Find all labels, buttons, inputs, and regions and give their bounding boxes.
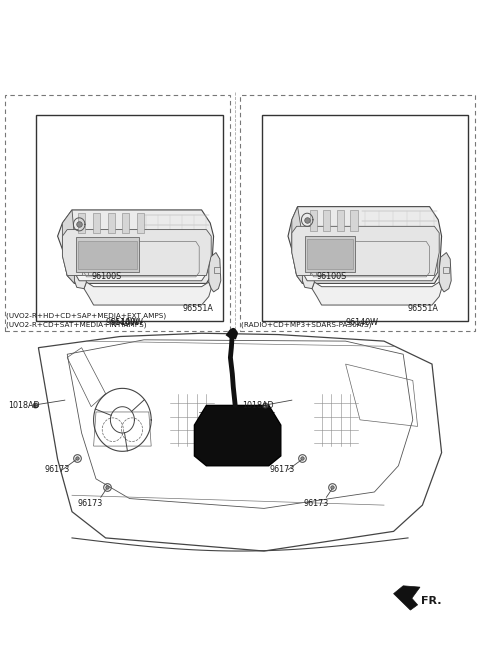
Text: (UVO2-R+HD+CD+SAP+MEDIA+EXT AMPS): (UVO2-R+HD+CD+SAP+MEDIA+EXT AMPS) bbox=[6, 313, 166, 319]
Polygon shape bbox=[78, 213, 85, 233]
Polygon shape bbox=[58, 210, 214, 283]
Text: 96551A: 96551A bbox=[182, 304, 213, 313]
Polygon shape bbox=[312, 282, 442, 305]
Polygon shape bbox=[84, 282, 211, 305]
Polygon shape bbox=[93, 213, 100, 233]
Polygon shape bbox=[305, 236, 355, 272]
Polygon shape bbox=[307, 239, 353, 269]
Text: 96100S: 96100S bbox=[317, 272, 347, 281]
Text: 1018AD: 1018AD bbox=[242, 401, 274, 410]
Polygon shape bbox=[137, 213, 144, 233]
Polygon shape bbox=[394, 586, 420, 610]
Polygon shape bbox=[288, 207, 442, 283]
Polygon shape bbox=[310, 210, 317, 231]
Bar bbox=[240, 95, 475, 331]
Polygon shape bbox=[194, 405, 281, 466]
Polygon shape bbox=[292, 207, 302, 283]
Polygon shape bbox=[72, 256, 86, 289]
Polygon shape bbox=[209, 253, 221, 292]
Text: (RADIO+CD+MP3+SDARS-PA30A S): (RADIO+CD+MP3+SDARS-PA30A S) bbox=[241, 321, 372, 328]
Polygon shape bbox=[302, 236, 438, 281]
Text: 96173: 96173 bbox=[78, 499, 103, 508]
Polygon shape bbox=[439, 253, 451, 292]
Text: (UVO2-R+CD+SAT+MEDIA+INT AMPS): (UVO2-R+CD+SAT+MEDIA+INT AMPS) bbox=[6, 321, 146, 328]
Polygon shape bbox=[78, 241, 137, 269]
Polygon shape bbox=[350, 210, 358, 231]
Bar bbox=[214, 267, 220, 274]
Polygon shape bbox=[292, 226, 439, 276]
Text: 1018AD: 1018AD bbox=[9, 401, 40, 410]
Text: 96140W: 96140W bbox=[106, 318, 139, 327]
Polygon shape bbox=[122, 213, 129, 233]
Bar bbox=[262, 115, 468, 321]
Text: 96173: 96173 bbox=[44, 465, 70, 474]
Bar bbox=[444, 267, 449, 274]
Polygon shape bbox=[300, 256, 314, 289]
Polygon shape bbox=[76, 237, 139, 272]
Bar bbox=[5, 95, 230, 331]
Text: 96173: 96173 bbox=[270, 465, 295, 474]
Text: 96140W: 96140W bbox=[111, 318, 144, 327]
Polygon shape bbox=[323, 210, 330, 231]
Polygon shape bbox=[337, 210, 344, 231]
Text: 96551A: 96551A bbox=[408, 304, 439, 313]
Polygon shape bbox=[74, 236, 207, 281]
Text: 96140W: 96140W bbox=[346, 318, 379, 327]
Text: FR.: FR. bbox=[421, 596, 442, 606]
Text: 96173: 96173 bbox=[303, 499, 328, 508]
Bar bbox=[311, 268, 316, 275]
Polygon shape bbox=[108, 213, 115, 233]
Polygon shape bbox=[62, 230, 211, 276]
Bar bbox=[36, 115, 223, 321]
Bar bbox=[83, 268, 88, 275]
Polygon shape bbox=[62, 210, 74, 283]
Text: 96100S: 96100S bbox=[91, 272, 121, 281]
